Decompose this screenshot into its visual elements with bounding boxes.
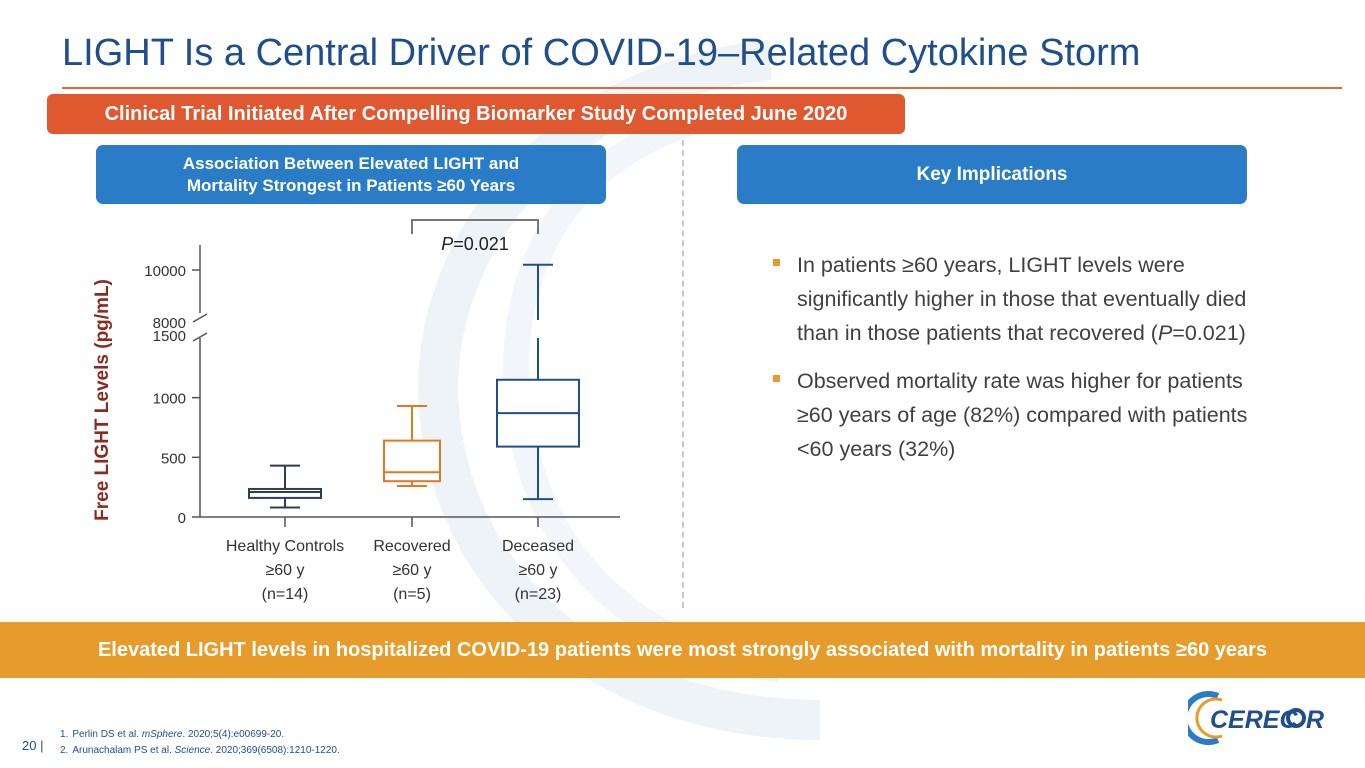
footnote-2-journal: Science: [174, 745, 211, 756]
title-underline: [62, 87, 1342, 89]
footnote-1-text: Perlin DS et al.: [72, 729, 142, 740]
cerecor-logo: CEREC R: [1188, 691, 1324, 745]
footnote-1: 1. Perlin DS et al. mSphere. 2020;5(4):e0…: [60, 727, 340, 743]
page-title: LIGHT Is a Central Driver of COVID-19–Re…: [62, 32, 1141, 74]
box-iqr: [383, 439, 441, 483]
x-category-label: (n=5): [393, 586, 431, 603]
footnote-2-number: 2.: [60, 745, 69, 756]
x-category-label: ≥60 y: [392, 562, 431, 579]
y-tick-label: 1000: [153, 391, 186, 408]
bullet-1-italic: P: [1157, 321, 1173, 345]
bullet-marker: [773, 375, 780, 382]
footnotes: 1. Perlin DS et al. mSphere. 2020;5(4):e0…: [60, 727, 340, 759]
footnote-2-text: Arunachalam PS et al.: [72, 745, 175, 756]
association-pill-line2: Mortality Strongest in Patients ≥60 Year…: [186, 175, 516, 195]
footnote-2-citation: . 2020;369(6508):1210-1220.: [210, 745, 340, 756]
x-category-label: ≥60 y: [265, 562, 304, 579]
x-category-label: Deceased: [502, 538, 574, 555]
association-pill-line1: Association Between Elevated LIGHT and: [182, 153, 520, 173]
footnote-1-citation: . 2020;5(4):e00699-20.: [182, 729, 285, 740]
footnote-1-journal: mSphere: [141, 729, 183, 740]
box-iqr: [248, 487, 322, 499]
y-tick-label: 0: [178, 510, 186, 527]
x-category-label: Healthy Controls: [226, 538, 344, 555]
logo-o-icon: [1286, 708, 1306, 728]
y-tick-label: 10000: [144, 263, 186, 280]
x-category-label: Recovered: [373, 538, 450, 555]
x-category-label: ≥60 y: [518, 562, 557, 579]
axis-break-mark: [192, 332, 208, 342]
conclusion-banner: Elevated LIGHT levels in hospitalized CO…: [0, 622, 1365, 678]
implication-bullet-1: In patients ≥60 years, LIGHT levels were…: [770, 248, 1250, 350]
box-plot-chart: Free LIGHT Levels (pg/mL) 0 500 1000 150080…: [92, 219, 620, 603]
y-axis-label: Free LIGHT Levels (pg/mL): [92, 279, 113, 521]
y-tick-label: 8000: [153, 315, 186, 332]
bullet-2-text: Observed mortality rate was higher for p…: [797, 369, 1248, 461]
vertical-divider: [682, 140, 684, 608]
bullet-1-text: In patients ≥60 years, LIGHT levels were…: [797, 253, 1247, 345]
significance-bracket: [411, 219, 539, 234]
p-value-annotation: P=0.021: [441, 234, 509, 254]
implication-bullet-2: Observed mortality rate was higher for p…: [770, 364, 1250, 466]
bullet-1-text-end: =0.021): [1172, 321, 1246, 345]
x-category-label: (n=14): [262, 586, 309, 603]
footnote-1-number: 1.: [60, 729, 69, 740]
y-tick-label: 1500: [153, 328, 186, 345]
association-pill: Association Between Elevated LIGHT and M…: [96, 145, 606, 204]
footnote-2: 2. Arunachalam PS et al. Science. 2020;36…: [60, 743, 340, 759]
page-number: 20 |: [22, 738, 44, 753]
x-category-label: (n=23): [515, 586, 562, 603]
key-implications-list: In patients ≥60 years, LIGHT levels were…: [770, 248, 1250, 480]
subtitle-pill: Clinical Trial Initiated After Compellin…: [47, 94, 905, 134]
logo-text: CEREC: [1210, 706, 1298, 734]
bullet-marker: [773, 259, 780, 266]
logo-text-end: R: [1306, 706, 1324, 734]
y-tick-label: 500: [161, 450, 186, 467]
key-implications-pill: Key Implications: [737, 145, 1247, 204]
axis-break-mark: [192, 313, 208, 323]
